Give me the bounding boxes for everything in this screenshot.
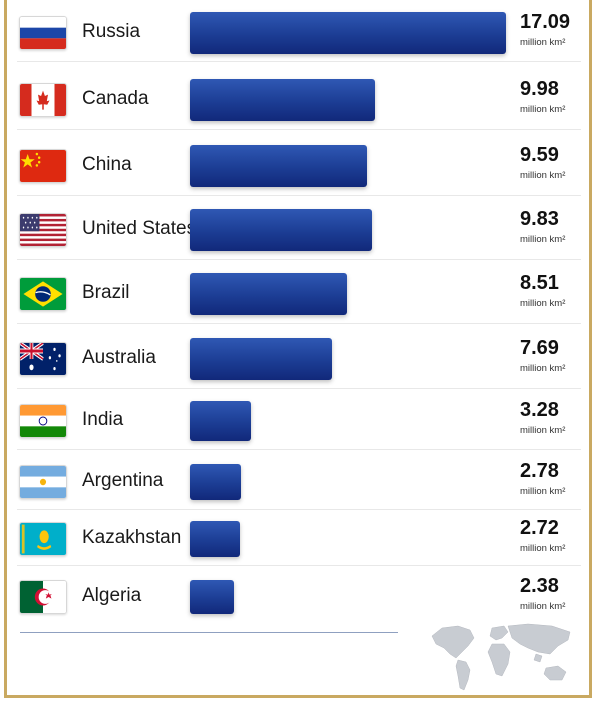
india-flag-icon (19, 404, 67, 438)
argentina-flag-icon (19, 465, 67, 499)
bar (190, 209, 372, 251)
row-divider (17, 565, 581, 566)
bar (190, 338, 333, 380)
unit-label: million km² (520, 37, 566, 48)
row-divider (17, 388, 581, 389)
bar-row-russia: Russia 17.09 million km² (7, 4, 589, 62)
value-label: 2.38 (520, 575, 559, 597)
bar-row-brazil: Brazil 8.51 million km² (7, 264, 589, 324)
value-label: 7.69 (520, 337, 559, 359)
bar (190, 12, 506, 54)
category-label: China (82, 154, 132, 175)
bar-row-australia: Australia 7.69 million km² (7, 329, 589, 389)
category-label: Algeria (82, 585, 142, 606)
bar-row-canada: Canada 9.98 million km² (7, 70, 589, 130)
bar (190, 79, 375, 121)
category-label: Argentina (82, 470, 164, 491)
china-flag-icon (19, 149, 67, 183)
unit-label: million km² (520, 601, 566, 612)
bar (190, 464, 242, 500)
unit-label: million km² (520, 298, 566, 309)
world-map-icon (431, 623, 571, 691)
unit-label: million km² (520, 425, 566, 436)
row-divider (17, 323, 581, 324)
category-label: India (82, 409, 124, 430)
unit-label: million km² (520, 104, 566, 115)
category-label: Canada (82, 88, 149, 109)
row-divider (17, 449, 581, 450)
unit-label: million km² (520, 170, 566, 181)
bar-row-kazakhstan: Kazakhstan 2.72 million km² (7, 512, 589, 566)
bar (190, 580, 234, 614)
bar (190, 145, 368, 187)
category-label: Kazakhstan (82, 527, 182, 548)
value-label: 17.09 (520, 11, 571, 33)
row-divider (17, 509, 581, 510)
united-states-flag-icon (19, 213, 67, 247)
brazil-flag-icon (19, 277, 67, 311)
unit-label: million km² (520, 543, 566, 554)
value-label: 9.59 (520, 144, 559, 166)
bar (190, 401, 251, 441)
russia-flag-icon (19, 16, 67, 50)
kazakhstan-flag-icon (19, 522, 67, 556)
category-label: Russia (82, 21, 141, 42)
bar (190, 521, 241, 557)
algeria-flag-icon (19, 580, 67, 614)
unit-label: million km² (520, 363, 566, 374)
category-label: Brazil (82, 282, 130, 303)
australia-flag-icon (19, 342, 67, 376)
category-label: Australia (82, 347, 156, 368)
row-divider (17, 129, 581, 130)
value-label: 9.98 (520, 78, 559, 100)
unit-label: million km² (520, 234, 566, 245)
bar-row-algeria: Algeria 2.38 million km² (7, 570, 589, 624)
value-label: 2.78 (520, 460, 559, 482)
canada-flag-icon (19, 83, 67, 117)
value-label: 2.72 (520, 517, 559, 539)
bar-row-china: China 9.59 million km² (7, 136, 589, 196)
chart-baseline (20, 632, 398, 633)
value-label: 9.83 (520, 208, 559, 230)
category-label: United States (82, 218, 197, 239)
row-divider (17, 61, 581, 62)
value-label: 8.51 (520, 272, 559, 294)
row-divider (17, 259, 581, 260)
row-divider (17, 195, 581, 196)
bar-row-united-states: United States 9.83 million km² (7, 200, 589, 260)
unit-label: million km² (520, 486, 566, 497)
bar-row-argentina: Argentina 2.78 million km² (7, 454, 589, 510)
value-label: 3.28 (520, 399, 559, 421)
bar (190, 273, 348, 315)
bar-row-india: India 3.28 million km² (7, 392, 589, 450)
